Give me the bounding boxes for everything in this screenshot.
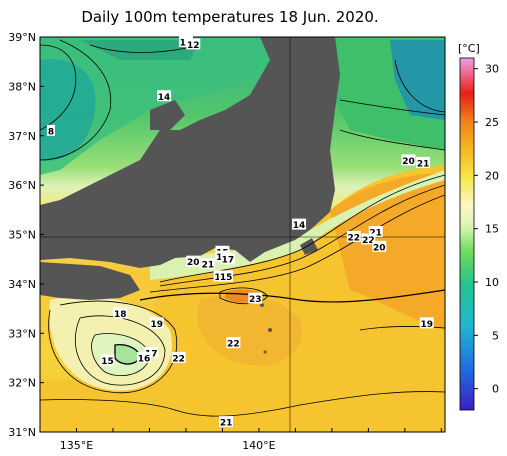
contour-label: 20: [373, 243, 386, 253]
colorbar-tick-label: 15: [485, 223, 499, 236]
colorbar-tick-label: 0: [492, 383, 499, 396]
latitude-label: 36°N: [8, 179, 36, 192]
contour-label: 21: [369, 229, 382, 239]
colorbar-tick-label: 30: [485, 63, 499, 76]
colorbar-tick-label: 10: [485, 276, 499, 289]
contour-label-box: [113, 307, 128, 319]
latitude-label: 34°N: [8, 278, 36, 291]
contour-label: 21: [417, 159, 430, 169]
contour-label-box: [46, 124, 55, 136]
contour-label-box: [200, 258, 215, 270]
contour-label: 20: [187, 258, 200, 268]
land-mass: [40, 37, 340, 354]
contour-label-box: [219, 270, 234, 282]
latitude-label: 35°N: [8, 229, 36, 242]
contour-label-box: [226, 337, 241, 349]
contour-label-box: [171, 351, 186, 363]
contour-label-box: [186, 38, 201, 50]
contour-label-box: [401, 154, 416, 166]
contour-label: 21: [202, 261, 215, 271]
contour-label: 17: [145, 350, 158, 360]
contour-label: 22: [227, 340, 240, 350]
contour-label-box: [178, 35, 193, 47]
latitude-label: 39°N: [8, 31, 36, 44]
colorbar-tick-label: 25: [485, 116, 499, 129]
colorbar-ticks: 30 25 20 15 10 5 0: [474, 63, 499, 396]
contour-label-box: [136, 351, 151, 363]
map-title: Daily 100m temperatures 18 Jun. 2020.: [81, 8, 379, 26]
contour-label: 20: [402, 157, 415, 167]
contour-label: 15: [101, 357, 114, 367]
contour-label-box: [346, 230, 361, 242]
colorbar-tick-label: 5: [492, 329, 499, 342]
contour-label-box: [372, 240, 387, 252]
contour-label: 17: [222, 256, 235, 266]
colorbar-tick-label: 20: [485, 169, 499, 182]
contour-label-box: [292, 218, 307, 230]
contour-label: 8: [48, 127, 54, 137]
contour-label: 19: [420, 320, 433, 330]
contour-label-box: [361, 233, 376, 245]
contour-label-box: [186, 255, 201, 267]
latitude-label: 31°N: [8, 426, 36, 439]
contour-label: 16: [138, 354, 151, 364]
contour-label-box: [149, 317, 164, 329]
contour-label: 22: [348, 233, 361, 243]
contour-label-box: [100, 354, 115, 366]
contour-label-box: [220, 253, 235, 265]
latitude-label: 32°N: [8, 377, 36, 390]
contour-label: 14: [158, 93, 171, 103]
contour-label-box: [368, 226, 383, 238]
colorbar-unit: [°C]: [458, 42, 480, 55]
contour-label: 13: [180, 38, 193, 48]
contour-label: 21: [220, 419, 233, 429]
contour-labels: 1312148202114222122201516172021191523181…: [46, 35, 434, 429]
contour-label: 22: [172, 354, 185, 364]
contour-label: 18: [114, 310, 127, 320]
latitude-label: 38°N: [8, 80, 36, 93]
contour-label-box: [416, 156, 431, 168]
longitude-label: 135°E: [60, 439, 93, 452]
contour-label-box: [248, 292, 263, 304]
contour-label: 12: [187, 41, 200, 51]
contour-label-box: [157, 90, 172, 102]
latitude-label: 33°N: [8, 327, 36, 340]
latitude-labels: 39°N 38°N 37°N 36°N 35°N 34°N 33°N 32°N 31°N: [8, 31, 44, 439]
longitude-label: 140°E: [242, 439, 275, 452]
contour-lines: [40, 39, 445, 417]
contour-label: 22: [362, 236, 375, 246]
contour-label-box: [144, 347, 159, 358]
contour-label: 14: [293, 221, 306, 231]
contour-label: 23: [249, 295, 262, 305]
colorbar: [°C] 30 25 20 15 10 5 0: [458, 42, 499, 411]
colorbar-scale: [459, 57, 475, 411]
longitude-labels: 135°E 140°E: [60, 428, 442, 452]
contour-label-box: [419, 317, 434, 329]
contour-label: 15: [220, 273, 233, 283]
latitude-label: 37°N: [8, 130, 36, 143]
contour-label-box: [219, 416, 234, 428]
contour-label: 19: [150, 320, 163, 330]
